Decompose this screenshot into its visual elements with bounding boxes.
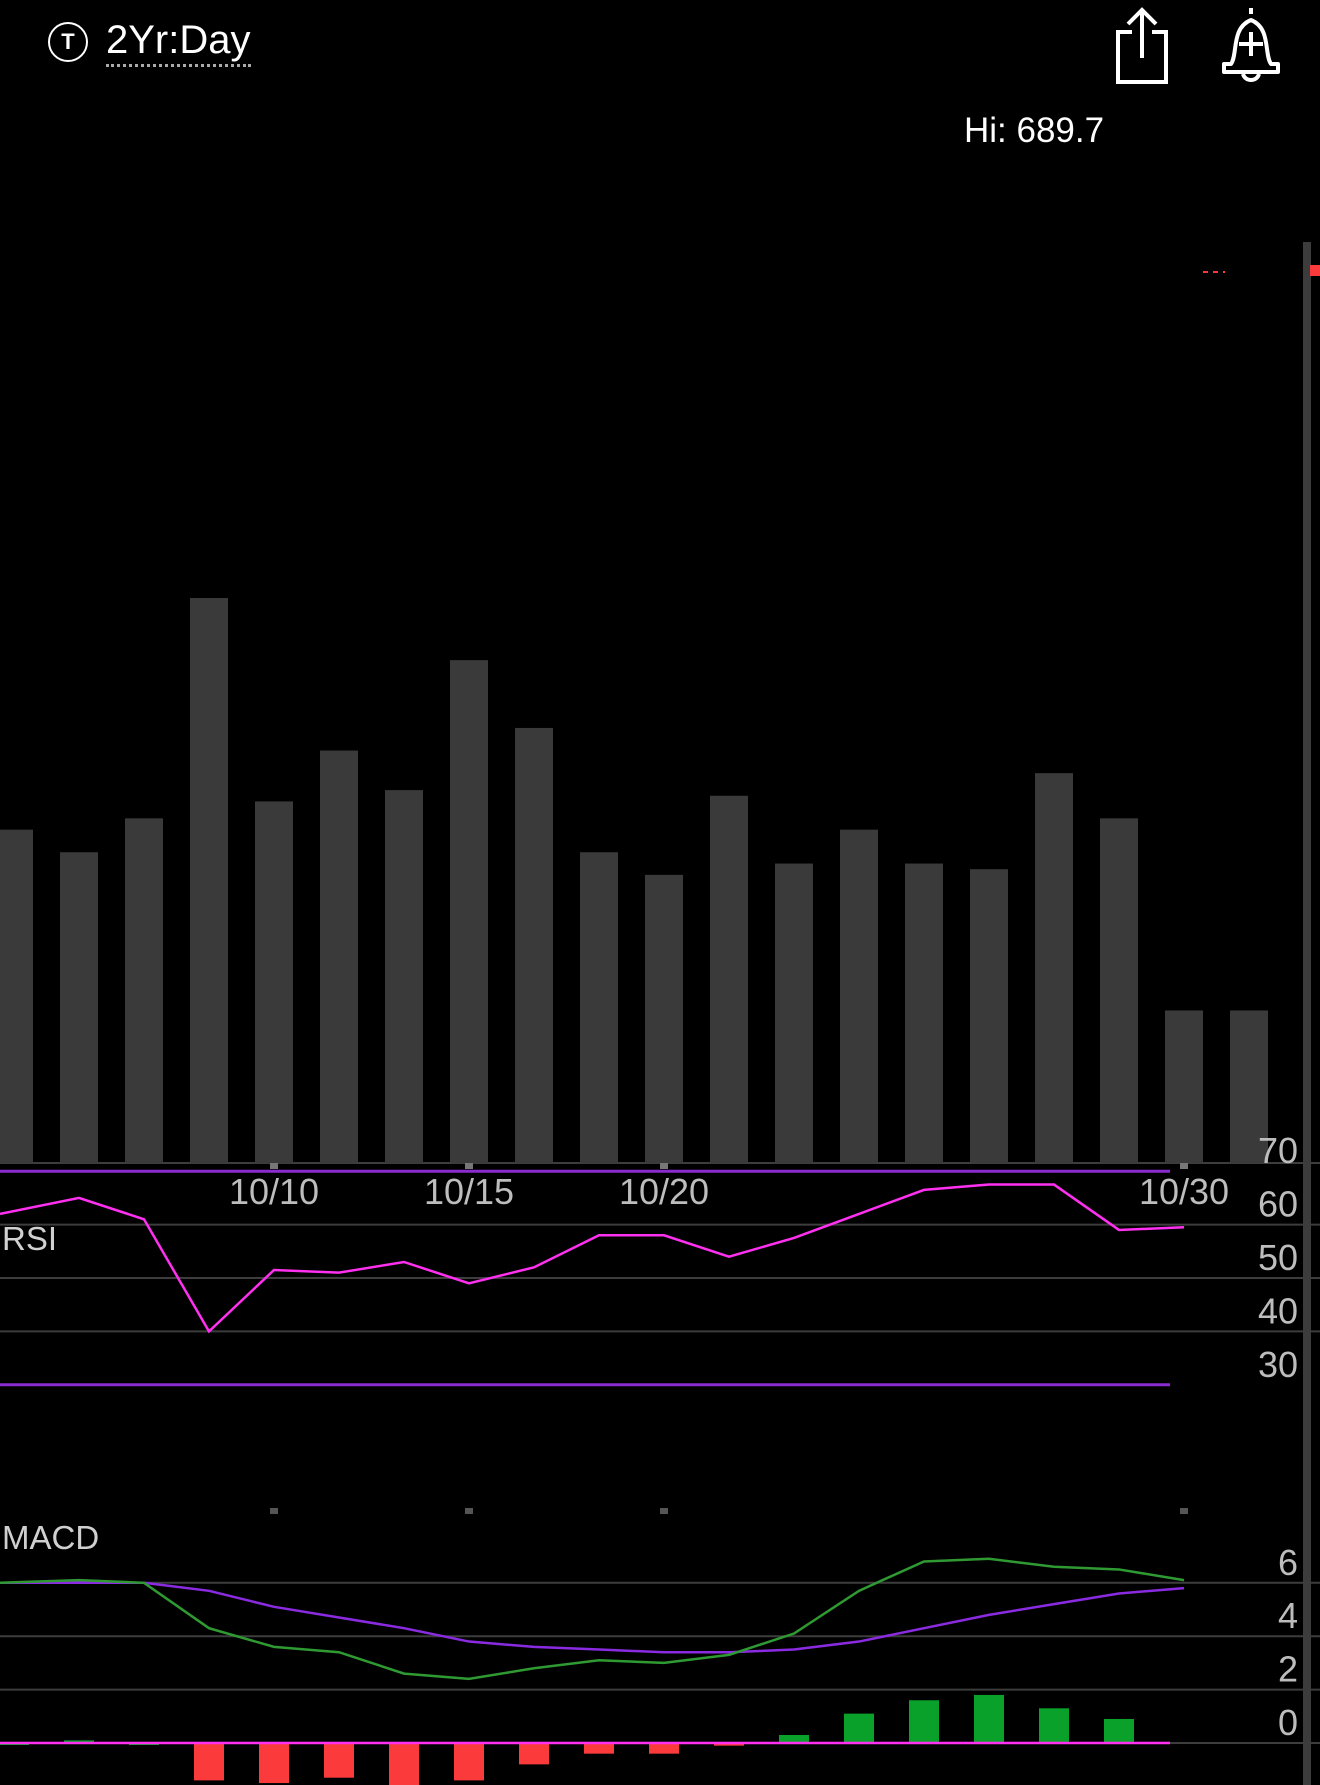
volume-bar-12 <box>775 863 813 1163</box>
volume-bar-8 <box>515 727 553 1163</box>
volume-bar-6 <box>385 790 423 1163</box>
volume-bars <box>0 598 1268 1163</box>
volume-bar-19 <box>1230 1010 1268 1163</box>
volume-bar-13 <box>840 829 878 1163</box>
date-tick-10/15: 10/15 <box>424 1171 514 1212</box>
bell-plus-icon[interactable] <box>1216 2 1286 86</box>
chart-header: T 2Yr:Day <box>0 0 1320 95</box>
macd-tick-2: 2 <box>1278 1649 1298 1690</box>
rsi-tick-30: 30 <box>1258 1344 1298 1385</box>
macd-histogram-bar-17 <box>1104 1718 1134 1743</box>
macd-histogram-bar-9 <box>584 1743 614 1754</box>
volume-bar-15 <box>970 869 1008 1163</box>
macd-histogram-bar-5 <box>324 1743 354 1778</box>
volume-bar-0 <box>0 829 33 1163</box>
macd-histogram-bar-4 <box>259 1743 289 1784</box>
volume-bar-2 <box>125 818 163 1163</box>
rsi-line <box>0 1183 1185 1334</box>
rsi-tick-40: 40 <box>1258 1290 1298 1331</box>
date-tick-10/20: 10/20 <box>619 1171 709 1212</box>
last-price-marker <box>1310 265 1320 276</box>
macd-tick-6: 6 <box>1278 1542 1298 1583</box>
volume-bar-16 <box>1035 773 1073 1163</box>
rsi-tick-mark-10/15 <box>465 1508 473 1514</box>
macd-histogram-bar-12 <box>779 1734 809 1743</box>
macd-histogram-bar-11 <box>714 1743 744 1746</box>
macd-histogram-bar-15 <box>974 1694 1004 1743</box>
volume-bar-11 <box>710 795 748 1163</box>
date-tick-mark-10/20 <box>660 1163 668 1169</box>
scrollbar[interactable] <box>1303 242 1311 1785</box>
macd-tick-0: 0 <box>1278 1702 1298 1743</box>
ticker-icon[interactable]: T <box>48 22 88 62</box>
volume-bar-18 <box>1165 1010 1203 1163</box>
range-selector[interactable]: 2Yr:Day <box>106 18 251 67</box>
volume-bar-1 <box>60 852 98 1163</box>
share-icon[interactable] <box>1110 4 1174 84</box>
volume-bar-5 <box>320 750 358 1163</box>
candlesticks <box>1203 271 1225 273</box>
volume-bar-3 <box>190 598 228 1163</box>
macd-signal-line <box>0 1581 1185 1654</box>
macd-histogram-bar-13 <box>844 1713 874 1743</box>
macd-line <box>0 1557 1185 1681</box>
rsi-tick-70: 70 <box>1258 1130 1298 1171</box>
macd-histogram-bar-3 <box>194 1743 224 1781</box>
volume-bar-7 <box>450 660 488 1163</box>
volume-bar-9 <box>580 852 618 1163</box>
volume-bar-17 <box>1100 818 1138 1163</box>
rsi-tick-mark-10/30 <box>1180 1508 1188 1514</box>
date-tick-mark-10/15 <box>465 1163 473 1169</box>
macd-histogram-bar-8 <box>519 1743 549 1765</box>
volume-bar-10 <box>645 874 683 1163</box>
macd-tick-4: 4 <box>1278 1595 1298 1636</box>
date-tick-mark-10/30 <box>1180 1163 1188 1169</box>
macd-histogram-bar-10 <box>649 1743 679 1754</box>
rsi-tick-mark-10/10 <box>270 1508 278 1514</box>
macd-histogram-bar-7 <box>454 1743 484 1781</box>
high-label: Hi: 689.7 <box>964 111 1104 150</box>
macd-histogram-bar-6 <box>389 1743 419 1785</box>
rsi-title: RSI <box>2 1220 57 1257</box>
volume-bar-14 <box>905 863 943 1163</box>
rsi-panel: RSI 70 60 50 40 30 <box>0 1130 1320 1387</box>
macd-histogram-bar-16 <box>1039 1708 1069 1743</box>
macd-histogram-bar-14 <box>909 1700 939 1743</box>
macd-title: MACD <box>2 1519 99 1556</box>
date-tick-mark-10/10 <box>270 1163 278 1169</box>
rsi-tick-60: 60 <box>1258 1184 1298 1225</box>
date-tick-10/10: 10/10 <box>229 1171 319 1212</box>
volume-bar-4 <box>255 801 293 1163</box>
rsi-tick-50: 50 <box>1258 1237 1298 1278</box>
macd-panel: MACD 6 4 2 0 <box>0 1519 1320 1785</box>
date-tick-10/30: 10/30 <box>1139 1171 1229 1212</box>
macd-histogram-bar-1 <box>64 1740 94 1743</box>
rsi-tick-mark-10/20 <box>660 1508 668 1514</box>
